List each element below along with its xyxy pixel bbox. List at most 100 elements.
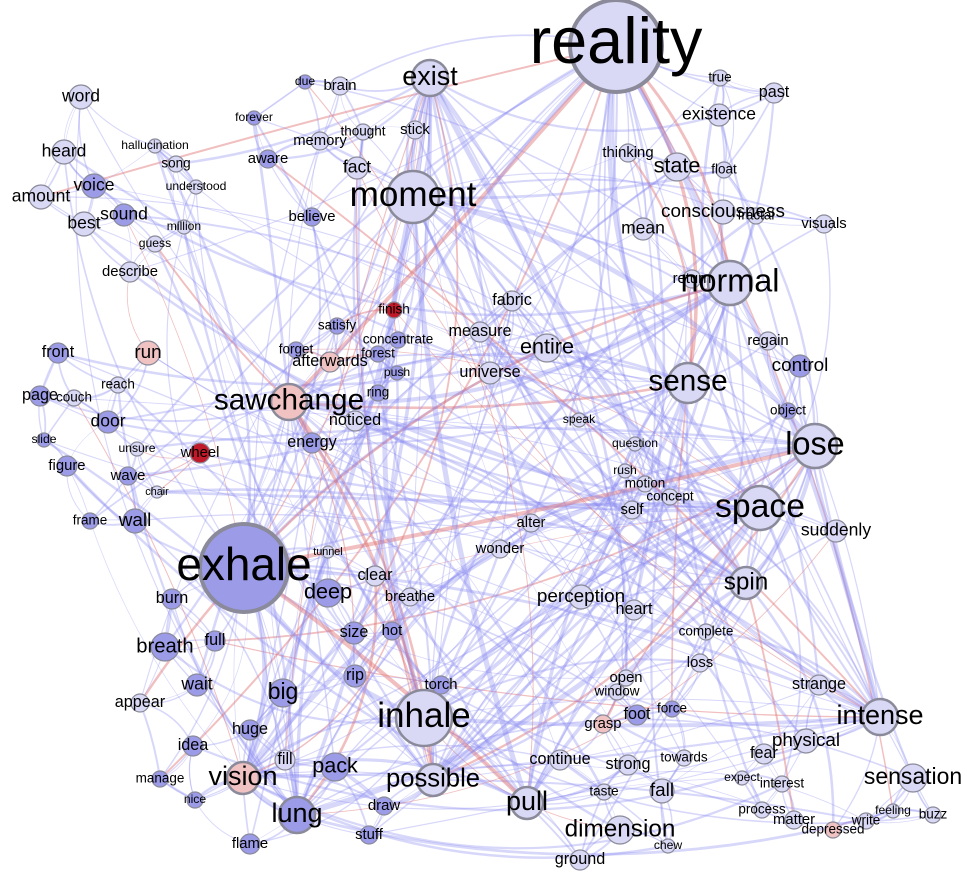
node-burn[interactable] <box>161 588 183 610</box>
node-mean[interactable] <box>631 217 655 241</box>
node-sawchange[interactable] <box>269 382 309 422</box>
node-visuals[interactable] <box>814 214 834 234</box>
node-float[interactable] <box>715 161 733 179</box>
node-return[interactable] <box>682 269 702 289</box>
node-full[interactable] <box>204 630 226 652</box>
node-strange[interactable] <box>808 674 830 696</box>
node-process[interactable] <box>753 801 771 819</box>
node-wave[interactable] <box>118 466 138 486</box>
node-memory[interactable] <box>310 131 330 151</box>
node-control[interactable] <box>788 354 812 378</box>
node-slide[interactable] <box>36 432 52 448</box>
node-perception[interactable] <box>568 584 594 610</box>
node-expect[interactable] <box>734 770 750 786</box>
node-breathe[interactable] <box>400 587 420 607</box>
node-page[interactable] <box>29 385 51 407</box>
node-space[interactable] <box>736 484 784 532</box>
node-inhale[interactable] <box>394 688 454 748</box>
node-spin[interactable] <box>728 565 764 601</box>
node-strong[interactable] <box>617 754 639 776</box>
node-stuff[interactable] <box>359 825 379 845</box>
node-energy[interactable] <box>301 432 323 454</box>
node-million[interactable] <box>176 219 192 235</box>
node-appear[interactable] <box>130 693 150 713</box>
node-fabric[interactable] <box>501 290 523 312</box>
node-pull[interactable] <box>509 785 545 821</box>
node-breath[interactable] <box>150 632 180 662</box>
node-fear[interactable] <box>753 743 775 765</box>
node-due[interactable] <box>297 74 313 90</box>
node-entire[interactable] <box>532 333 562 363</box>
node-consciousness[interactable] <box>710 199 736 225</box>
node-brain[interactable] <box>330 76 350 96</box>
node-state[interactable] <box>662 152 692 182</box>
node-measure[interactable] <box>469 321 491 343</box>
node-unsure[interactable] <box>129 441 145 457</box>
node-flame[interactable] <box>239 833 261 855</box>
node-lose[interactable] <box>791 422 839 470</box>
node-motion[interactable] <box>636 475 654 493</box>
node-sensation[interactable] <box>898 763 928 793</box>
node-intense[interactable] <box>860 697 900 737</box>
node-universe[interactable] <box>478 361 502 385</box>
node-fill[interactable] <box>274 749 296 771</box>
node-dimension[interactable] <box>605 815 635 845</box>
node-guess[interactable] <box>146 235 164 253</box>
node-complete[interactable] <box>697 623 715 641</box>
node-figure[interactable] <box>56 455 78 477</box>
node-object[interactable] <box>779 402 797 420</box>
node-regain[interactable] <box>758 331 778 351</box>
node-satisfy[interactable] <box>328 317 346 335</box>
node-chair[interactable] <box>150 485 164 499</box>
node-big[interactable] <box>268 678 298 708</box>
node-question[interactable] <box>627 436 643 452</box>
node-wall[interactable] <box>122 508 148 534</box>
node-fall[interactable] <box>649 778 675 804</box>
node-fractal[interactable] <box>747 207 765 225</box>
node-sound[interactable] <box>112 203 136 227</box>
node-finish[interactable] <box>385 301 403 319</box>
node-idea[interactable] <box>182 735 204 757</box>
node-sense[interactable] <box>666 361 710 405</box>
node-write[interactable] <box>857 812 875 830</box>
node-torch[interactable] <box>431 675 451 695</box>
node-matter[interactable] <box>784 810 804 830</box>
node-taste[interactable] <box>595 783 613 801</box>
node-window[interactable] <box>608 683 626 701</box>
node-possible[interactable] <box>415 762 451 798</box>
node-tunnel[interactable] <box>321 545 335 559</box>
node-rush[interactable] <box>617 463 633 479</box>
node-noticed[interactable] <box>344 410 366 432</box>
node-rip[interactable] <box>343 664 367 688</box>
node-ring[interactable] <box>369 384 387 402</box>
node-heart[interactable] <box>623 599 645 621</box>
node-song[interactable] <box>167 155 185 173</box>
node-open[interactable] <box>617 669 635 687</box>
node-describe[interactable] <box>119 261 141 283</box>
node-exist[interactable] <box>410 58 450 98</box>
node-continue[interactable] <box>549 749 571 771</box>
node-physical[interactable] <box>793 728 819 754</box>
node-run[interactable] <box>135 340 161 366</box>
node-heard[interactable] <box>51 139 77 165</box>
node-suddenly[interactable] <box>824 519 848 543</box>
node-front[interactable] <box>47 342 69 364</box>
node-buzz[interactable] <box>924 806 942 824</box>
node-past[interactable] <box>763 82 785 104</box>
node-forget[interactable] <box>287 341 305 359</box>
node-reality[interactable] <box>568 0 664 94</box>
node-wait[interactable] <box>185 673 209 697</box>
node-grasp[interactable] <box>593 714 613 734</box>
node-self[interactable] <box>622 500 642 520</box>
node-wheel[interactable] <box>189 442 211 464</box>
node-voice[interactable] <box>81 173 107 199</box>
node-interest[interactable] <box>773 775 791 793</box>
node-push[interactable] <box>389 365 405 381</box>
node-amount[interactable] <box>28 184 54 210</box>
node-forest[interactable] <box>369 345 387 363</box>
node-stick[interactable] <box>405 120 425 140</box>
node-afterwards[interactable] <box>319 351 341 373</box>
node-wonder[interactable] <box>490 539 510 559</box>
node-pack[interactable] <box>320 752 350 782</box>
node-word[interactable] <box>68 84 94 110</box>
